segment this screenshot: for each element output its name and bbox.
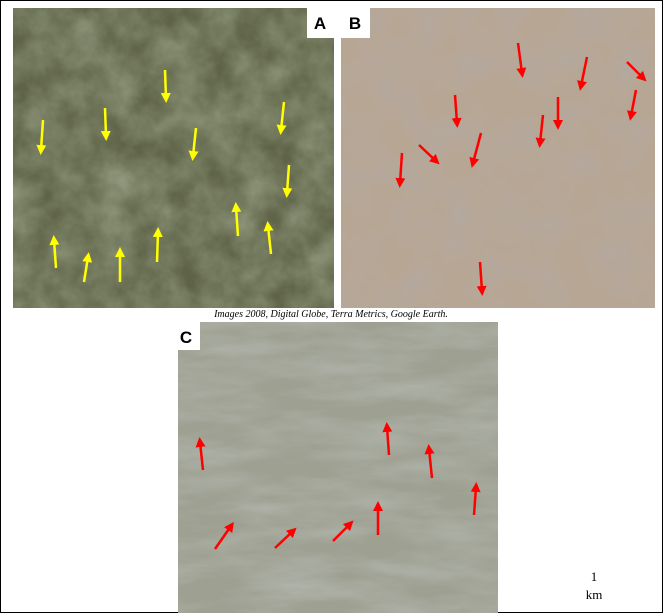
panel-label: C [180,328,192,347]
scale-unit: km [586,587,603,602]
scale-value: 1 [591,569,598,584]
panel-label: A [314,14,326,33]
panel-a: A [13,8,334,308]
figure: A B Images 2008, Digital Globe, Terra Me… [0,0,663,613]
panel-b: B [341,8,655,308]
panel-c: C [178,322,498,613]
caption: Images 2008, Digital Globe, Terra Metric… [213,309,448,320]
panel-label: B [349,14,361,33]
